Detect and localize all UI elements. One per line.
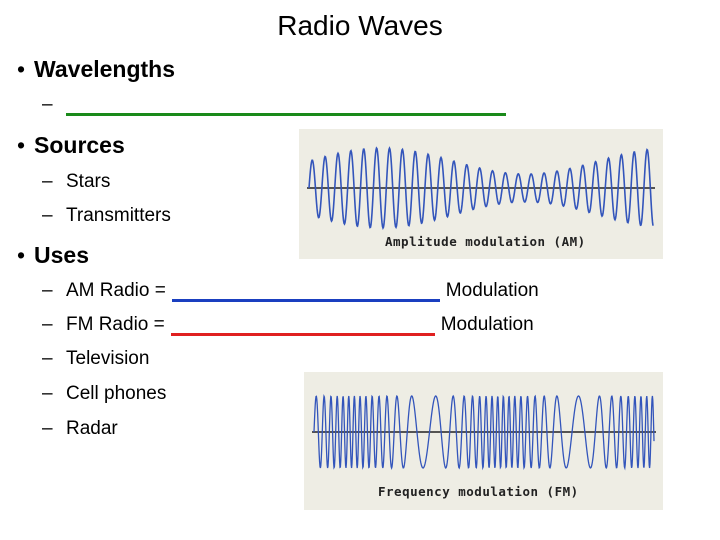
bullet-dot: • bbox=[16, 56, 26, 82]
use-item-television: – Television bbox=[42, 348, 149, 370]
wavelengths-answer-line: – bbox=[42, 94, 506, 116]
fm-caption: Frequency modulation (FM) bbox=[378, 484, 579, 499]
dash: – bbox=[42, 280, 53, 301]
am-radio-suffix: Modulation bbox=[445, 280, 539, 301]
dash: – bbox=[42, 418, 53, 439]
bullet-wavelengths: • Wavelengths bbox=[8, 56, 175, 83]
source-item-stars: – Stars bbox=[42, 171, 110, 193]
fm-wave-figure: Frequency modulation (FM) bbox=[304, 372, 663, 510]
am-wave-figure: Amplitude modulation (AM) bbox=[299, 129, 663, 259]
bullet-sources-label: Sources bbox=[34, 132, 125, 158]
bullet-dot: • bbox=[16, 132, 26, 158]
source-item-transmitters: – Transmitters bbox=[42, 205, 171, 227]
dash: – bbox=[42, 348, 53, 369]
am-radio-prefix: AM Radio = bbox=[66, 280, 166, 301]
am-wave-graphic bbox=[307, 146, 655, 230]
dash: – bbox=[42, 205, 53, 226]
dash: – bbox=[42, 314, 53, 335]
dash: – bbox=[42, 171, 53, 192]
use-item-radar: – Radar bbox=[42, 418, 118, 440]
fm-radio-prefix: FM Radio = bbox=[66, 314, 165, 335]
slide-title: Radio Waves bbox=[277, 10, 443, 41]
am-caption: Amplitude modulation (AM) bbox=[385, 234, 586, 249]
use-item-am-radio: – AM Radio = Modulation bbox=[42, 280, 539, 302]
dash: – bbox=[42, 94, 53, 115]
fm-radio-suffix: Modulation bbox=[440, 314, 534, 335]
wavelength-blank bbox=[66, 95, 506, 116]
source-item-label: Stars bbox=[66, 171, 111, 192]
bullet-sources: • Sources bbox=[8, 132, 125, 159]
use-item-label: Radar bbox=[66, 418, 118, 439]
dash: – bbox=[42, 383, 53, 404]
am-blank bbox=[171, 281, 440, 302]
fm-blank bbox=[170, 315, 435, 336]
fm-wave-graphic bbox=[312, 393, 656, 471]
bullet-uses-label: Uses bbox=[34, 242, 89, 268]
bullet-wavelengths-label: Wavelengths bbox=[34, 56, 176, 82]
bullet-dot: • bbox=[16, 242, 26, 268]
source-item-label: Transmitters bbox=[66, 205, 171, 226]
use-item-fm-radio: – FM Radio = Modulation bbox=[42, 314, 534, 336]
bullet-uses: • Uses bbox=[8, 242, 89, 269]
use-item-label: Television bbox=[66, 348, 150, 369]
use-item-label: Cell phones bbox=[66, 383, 167, 404]
use-item-cell-phones: – Cell phones bbox=[42, 383, 166, 405]
